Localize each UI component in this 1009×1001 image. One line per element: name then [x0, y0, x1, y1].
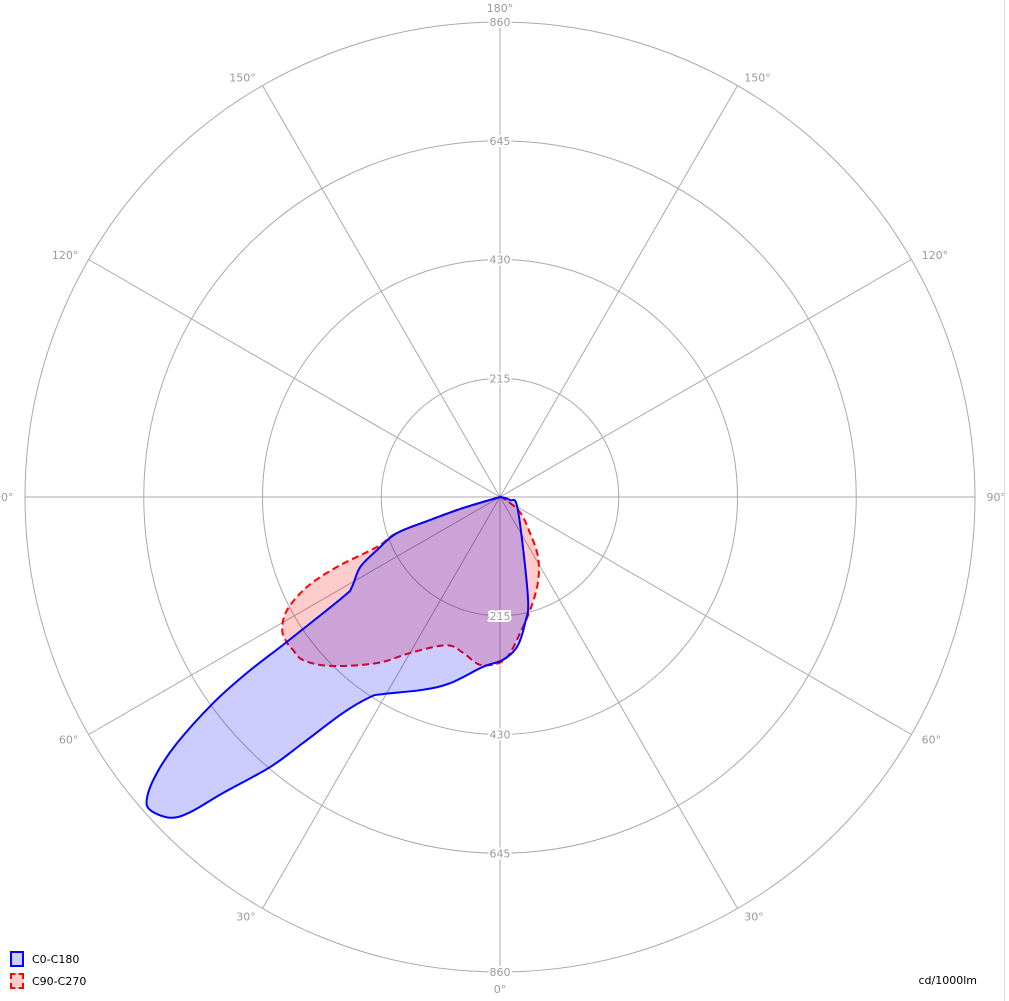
- ring-label: 430: [490, 254, 511, 267]
- series-c90-c270: [281, 495, 540, 668]
- window-edge: [1004, 0, 1005, 1001]
- legend-label: C0-C180: [32, 952, 80, 966]
- angle-label: 120°: [52, 249, 79, 262]
- legend: C0-C180 C90-C270: [10, 948, 86, 992]
- angle-label: 30°: [744, 911, 764, 924]
- ring-label: 215: [490, 372, 511, 385]
- unit-label: cd/1000lm: [918, 974, 977, 987]
- angle-label: 90°: [987, 491, 1007, 504]
- ring-label: 860: [490, 966, 511, 979]
- legend-swatch-blue: [10, 951, 24, 967]
- series-c0-c180: [145, 496, 530, 819]
- ring-label: 860: [490, 16, 511, 29]
- angle-label: 60°: [59, 733, 79, 746]
- ring-label: 430: [490, 729, 511, 742]
- legend-swatch-red: [10, 973, 24, 989]
- angle-label: 30°: [236, 911, 256, 924]
- angle-label: 0°: [494, 983, 507, 996]
- legend-item-c0-c180[interactable]: C0-C180: [10, 948, 86, 970]
- angle-label: 120°: [922, 249, 949, 262]
- legend-label: C90-C270: [32, 974, 87, 988]
- angle-label: 150°: [229, 71, 256, 84]
- angle-label: 60°: [922, 733, 942, 746]
- angle-label: 180°: [487, 2, 514, 15]
- angle-label: 150°: [744, 71, 771, 84]
- ring-label: 645: [490, 847, 511, 860]
- series-layer: [145, 495, 540, 819]
- legend-item-c90-c270[interactable]: C90-C270: [10, 970, 86, 992]
- ring-label: 645: [490, 135, 511, 148]
- angle-label: 90°: [0, 491, 14, 504]
- ring-label: 215: [490, 610, 511, 623]
